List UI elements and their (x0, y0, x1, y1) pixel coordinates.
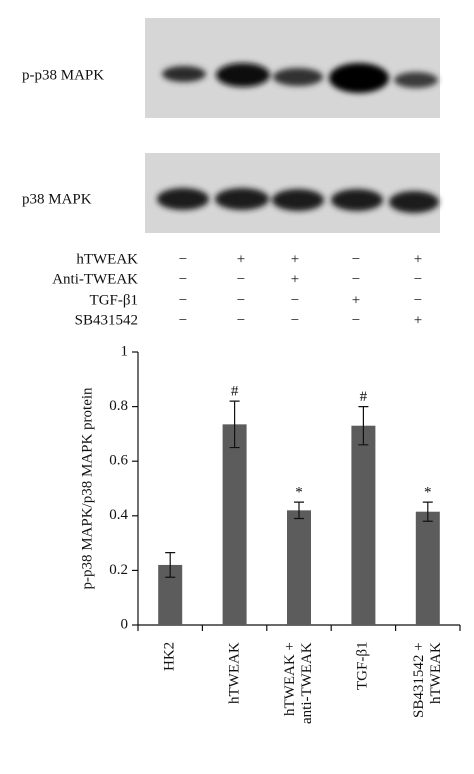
x-tick-label: hTWEAK (226, 642, 243, 704)
treatment-sign: + (414, 312, 422, 328)
treatment-sign: − (414, 292, 422, 308)
bar (351, 425, 376, 625)
treatment-sign: − (237, 271, 245, 287)
treatment-sign: − (352, 251, 360, 267)
treatment-sign: − (414, 271, 422, 287)
bar (287, 510, 311, 625)
treatment-sign: − (352, 312, 360, 328)
x-tick-label: TGF-β1 (354, 642, 371, 691)
treatment-label: Anti-TWEAK (52, 271, 138, 287)
bar (415, 511, 440, 625)
y-tick-label: 0.4 (109, 507, 128, 523)
treatment-sign: + (291, 251, 299, 267)
treatment-sign: − (237, 312, 245, 328)
treatment-sign: + (352, 292, 360, 308)
treatment-sign: − (291, 312, 299, 328)
treatment-sign: − (179, 251, 187, 267)
treatment-sign: + (414, 251, 422, 267)
y-axis-label: p-p38 MAPK/p38 MAPK protein (79, 387, 95, 590)
y-tick-label: 1 (121, 343, 129, 359)
treatment-sign: − (237, 292, 245, 308)
treatment-sign: + (237, 251, 245, 267)
y-tick-label: 0.6 (109, 453, 128, 469)
error-bar (165, 552, 176, 578)
x-tick-label: hTWEAK + anti-TWEAK (282, 642, 315, 724)
significance-marker: * (295, 485, 303, 501)
blot-bands (157, 188, 439, 213)
treatment-label: SB431542 (75, 312, 138, 328)
treatment-sign: − (291, 292, 299, 308)
blot-bands (162, 63, 438, 93)
error-bar (422, 501, 433, 522)
error-bar (229, 400, 240, 449)
x-tick-label: HK2 (161, 642, 178, 672)
y-tick-label: 0.2 (109, 562, 128, 578)
y-tick-label: 0.8 (109, 398, 128, 414)
significance-marker: # (360, 389, 368, 405)
blot-label: p38 MAPK (22, 191, 92, 207)
significance-marker: # (231, 384, 239, 400)
treatment-sign: − (179, 292, 187, 308)
y-tick-label: 0 (121, 616, 129, 632)
significance-marker: * (424, 485, 432, 501)
treatment-sign: − (179, 271, 187, 287)
x-tick-label: SB431542 + hTWEAK (410, 642, 444, 718)
treatment-sign: + (291, 271, 299, 287)
blot-label: p-p38 MAPK (22, 67, 104, 83)
treatment-label: hTWEAK (76, 251, 138, 267)
error-bar (294, 501, 304, 520)
treatment-label: TGF-β1 (90, 292, 138, 308)
treatment-sign: − (352, 271, 360, 287)
bar (222, 424, 247, 625)
treatment-sign: − (179, 312, 187, 328)
error-bar (358, 406, 369, 446)
